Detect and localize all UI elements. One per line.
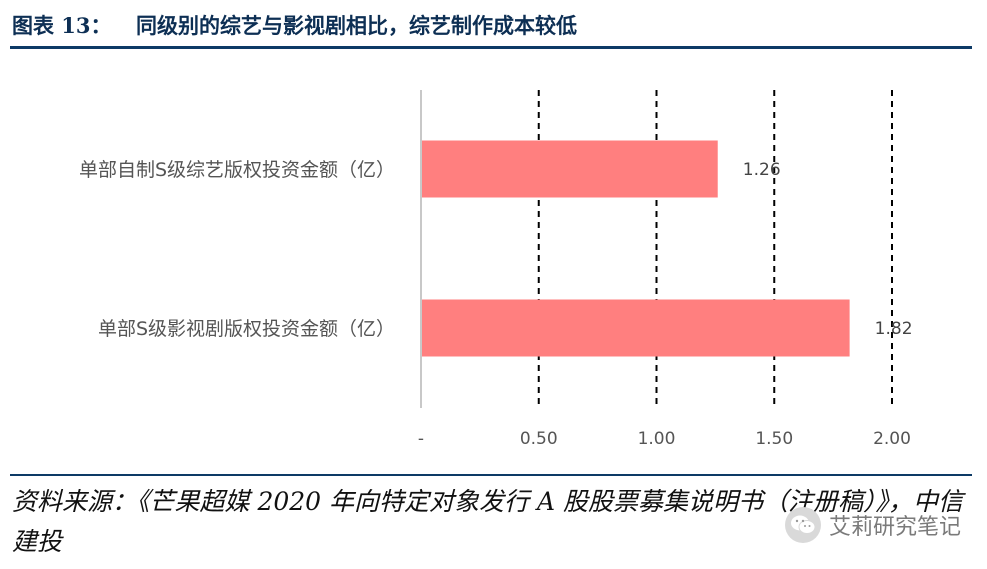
x-tick-label: 1.00	[638, 429, 676, 449]
x-tick-label: 1.50	[755, 429, 793, 449]
category-label: 单部自制S级综艺版权投资金额（亿）	[79, 159, 395, 181]
figure-title: 同级别的综艺与影视剧相比，综艺制作成本较低	[136, 14, 577, 38]
data-label: 1.26	[743, 160, 781, 180]
category-label: 单部S级影视剧版权投资金额（亿）	[98, 318, 395, 340]
data-label: 1.82	[875, 319, 913, 339]
watermark: 艾莉研究笔记	[785, 507, 961, 543]
bar	[422, 299, 850, 357]
x-tick-label: 2.00	[873, 429, 911, 449]
x-tick-label: 0.50	[520, 429, 558, 449]
bar-chart: - 0.50 1.00 1.50 2.00 单部自制S级综艺版权投资金额（亿） 1.26 单部…	[79, 90, 913, 449]
figure-header: 图表 13： 同级别的综艺与影视剧相比，综艺制作成本较低	[12, 8, 972, 44]
source-rule	[10, 474, 972, 476]
wechat-icon	[785, 507, 821, 543]
bar	[422, 140, 718, 198]
watermark-text: 艾莉研究笔记	[829, 515, 962, 540]
x-tick-label: -	[418, 429, 424, 449]
figure-label: 图表 13：	[12, 13, 112, 38]
header-rule	[10, 46, 972, 49]
